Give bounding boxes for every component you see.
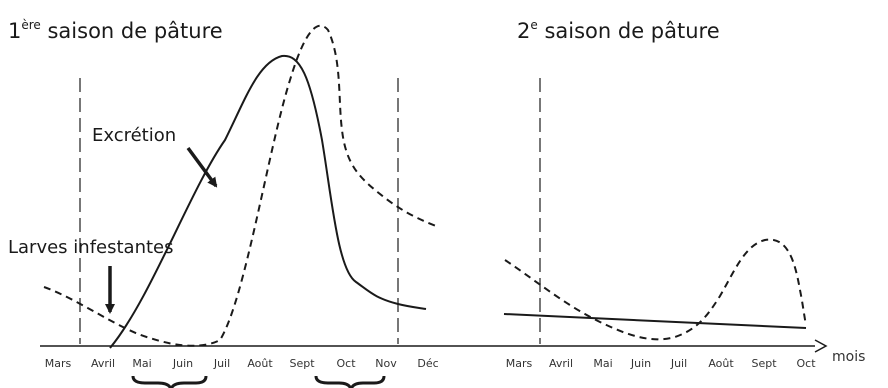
month-label: Nov bbox=[375, 357, 397, 370]
month-label: Sept bbox=[289, 357, 315, 370]
month-label: Oct bbox=[796, 357, 816, 370]
season2-month-labels: Mars Avril Mai Juin Juil Août Sept Oct bbox=[506, 357, 816, 370]
month-label: Oct bbox=[336, 357, 356, 370]
month-label: Juil bbox=[670, 357, 687, 370]
larves-curve-season2 bbox=[504, 238, 807, 341]
season1-title-number: 1 bbox=[8, 19, 21, 43]
season1-month-labels: Mars Avril Mai Juin Juil Août Sept Oct N… bbox=[45, 357, 439, 370]
brace-icon-may-june bbox=[131, 375, 208, 388]
season2-title-number: 2 bbox=[517, 19, 530, 43]
month-label: Sept bbox=[751, 357, 777, 370]
larves-label: Larves infestantes bbox=[8, 237, 174, 258]
excretion-label: Excrétion bbox=[92, 125, 176, 146]
season2-title-text: saison de pâture bbox=[538, 19, 720, 43]
larves-curve-season1 bbox=[43, 24, 437, 347]
month-label: Mars bbox=[506, 357, 533, 370]
time-axis-arrow-icon bbox=[814, 339, 828, 353]
month-label: Juin bbox=[630, 357, 651, 370]
brace-icon-sept-oct bbox=[314, 375, 386, 388]
month-label: Juil bbox=[213, 357, 230, 370]
season1-title-superscript: ère bbox=[21, 18, 40, 32]
month-label: Juin bbox=[172, 357, 193, 370]
month-label: Avril bbox=[91, 357, 115, 370]
excretion-arrow-icon bbox=[186, 146, 218, 188]
month-label: Mai bbox=[593, 357, 612, 370]
month-label: Août bbox=[247, 357, 273, 370]
axis-unit-label: mois bbox=[832, 349, 865, 365]
season1-title: 1ère saison de pâture bbox=[8, 18, 223, 43]
month-label: Déc bbox=[417, 357, 438, 370]
month-label: Mars bbox=[45, 357, 72, 370]
season2-title-superscript: e bbox=[530, 18, 537, 32]
season2-title: 2e saison de pâture bbox=[517, 18, 720, 43]
season1-title-text: saison de pâture bbox=[41, 19, 223, 43]
excretion-curve-season2 bbox=[503, 313, 807, 329]
month-label: Août bbox=[708, 357, 734, 370]
excretion-curve-season1 bbox=[109, 54, 427, 349]
month-label: Avril bbox=[549, 357, 573, 370]
month-label: Mai bbox=[132, 357, 151, 370]
